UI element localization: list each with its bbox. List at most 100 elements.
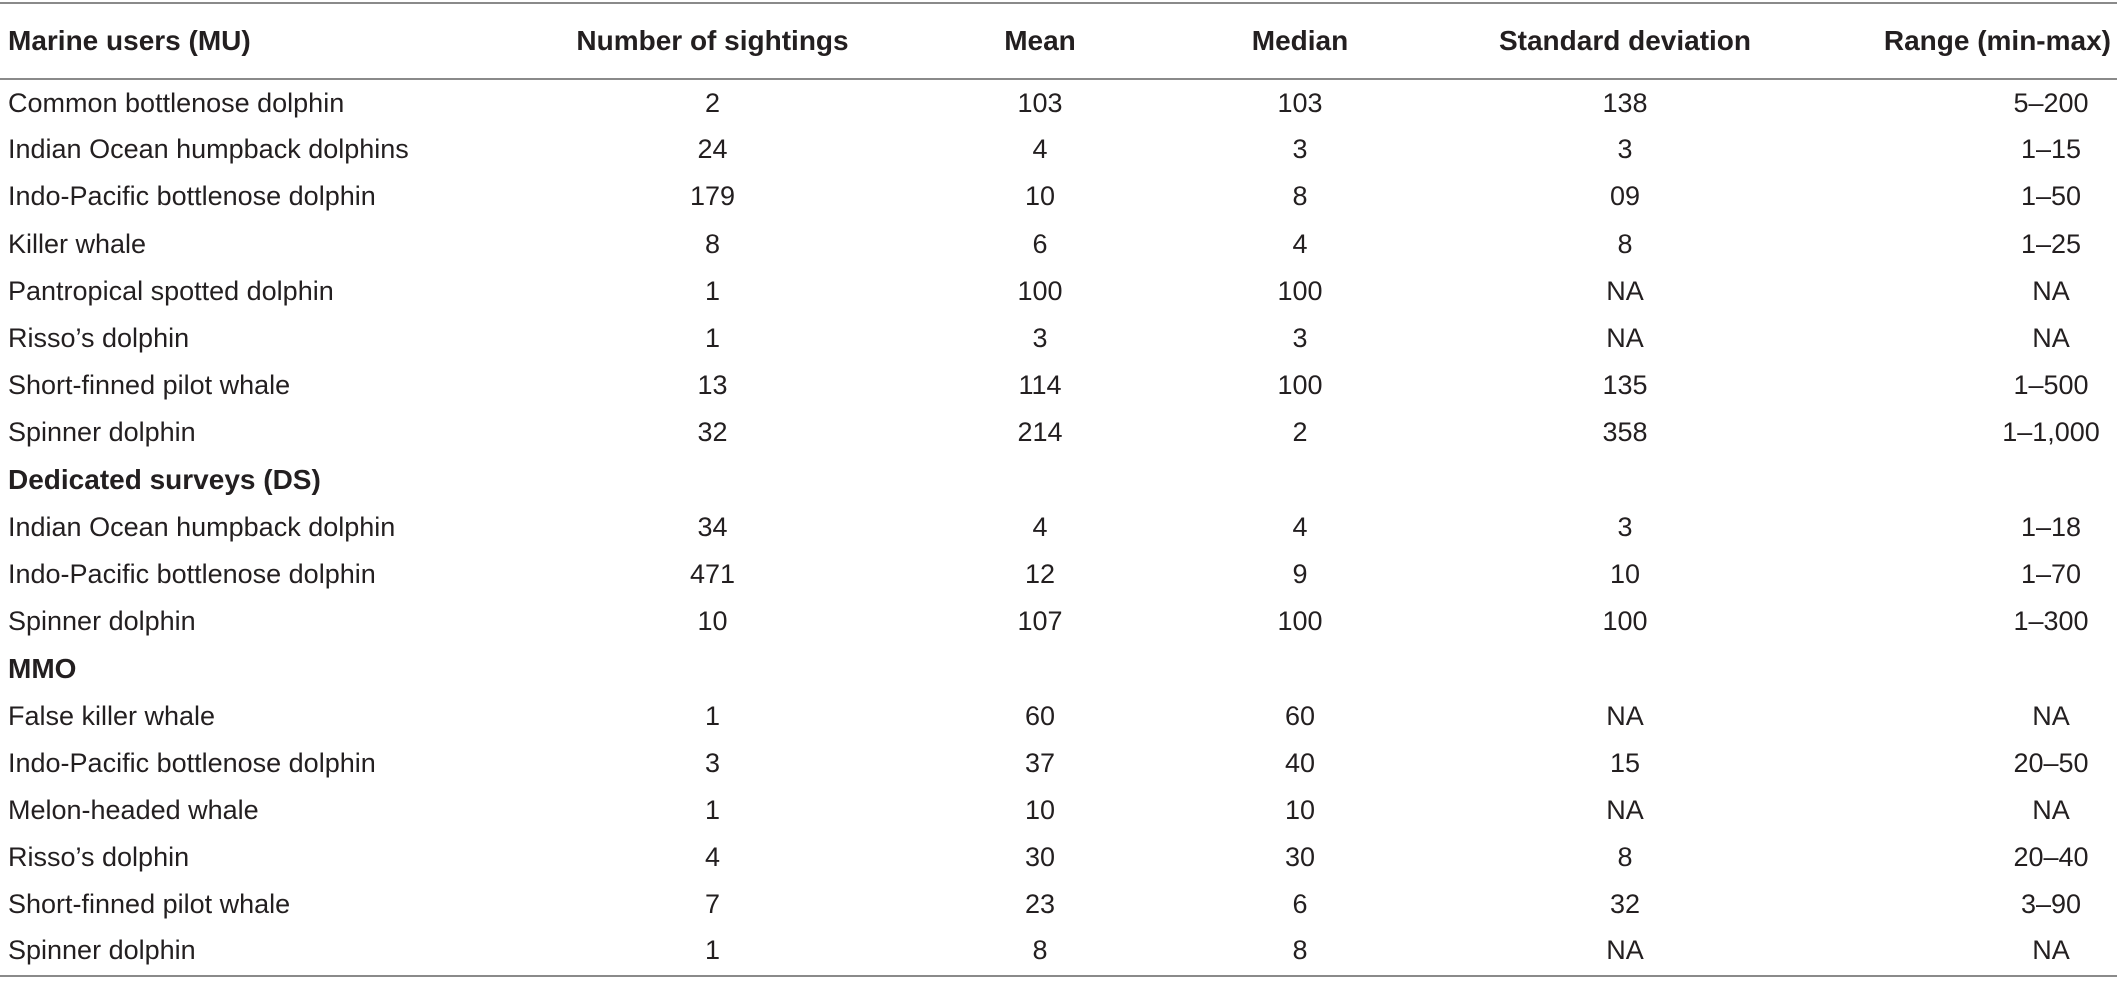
- cell-number-of-sightings: 1: [704, 323, 721, 354]
- table-row: Indo-Pacific bottlenose dolphin 471 12 9 10 1…: [0, 551, 2117, 598]
- table-row: Short-finned pilot whale 7 23 6 32 3–90: [0, 881, 2117, 928]
- column-header-standard-deviation: Standard deviation: [1425, 2, 1825, 80]
- cell-mean: 107: [1017, 606, 1063, 637]
- cell-range: 1–18: [2020, 511, 2082, 542]
- cell-range: NA: [2032, 275, 2070, 306]
- header-row: Marine users (MU) Number of sightings Me…: [0, 2, 2117, 80]
- cell-mean: 12: [1024, 558, 1056, 589]
- table-row: Risso’s dolphin 1 3 3 NA NA: [0, 315, 2117, 362]
- cell-range: 1–50: [2020, 181, 2082, 212]
- cell-species-name: Spinner dolphin: [0, 928, 520, 977]
- column-header-median: Median: [1175, 2, 1425, 80]
- table-row: Indo-Pacific bottlenose dolphin 3 37 40 15 20…: [0, 740, 2117, 787]
- cell-standard-deviation: 32: [1609, 889, 1641, 920]
- cell-standard-deviation: 8: [1617, 228, 1633, 259]
- table-header: Marine users (MU) Number of sightings Me…: [0, 2, 2117, 80]
- cell-median: 103: [1277, 87, 1323, 118]
- cell-range: 5–200: [2013, 87, 2089, 118]
- table-row: Spinner dolphin 10 107 100 100 1–300: [0, 598, 2117, 645]
- cell-mean: 103: [1017, 87, 1063, 118]
- table-row: Common bottlenose dolphin 2 103 103 138 5–200: [0, 79, 2117, 126]
- cell-species-name: Indo-Pacific bottlenose dolphin: [8, 747, 376, 778]
- cell-range: NA: [2032, 323, 2070, 354]
- cell-median: 2: [1292, 417, 1308, 448]
- cell-standard-deviation: 3: [1617, 134, 1633, 165]
- cell-range: 1–70: [2020, 558, 2082, 589]
- cell-standard-deviation: 09: [1609, 181, 1641, 212]
- cell-range: NA: [1825, 928, 2117, 977]
- cell-species-name: Common bottlenose dolphin: [8, 87, 345, 118]
- cell-mean: 6: [1032, 228, 1048, 259]
- cell-mean: 4: [1032, 134, 1048, 165]
- cell-median: 30: [1284, 842, 1316, 873]
- cell-number-of-sightings: 3: [704, 747, 721, 778]
- cell-number-of-sightings: 7: [704, 889, 721, 920]
- section-label: Dedicated surveys (DS): [8, 464, 321, 496]
- section-label: MMO: [8, 652, 77, 684]
- cell-species-name: Indian Ocean humpback dolphin: [8, 511, 396, 542]
- cell-standard-deviation: 3: [1617, 511, 1633, 542]
- cell-range: 3–90: [2020, 889, 2082, 920]
- table-row: Indian Ocean humpback dolphin 34 4 4 3 1–18: [0, 504, 2117, 551]
- cell-number-of-sightings: 1: [704, 794, 721, 825]
- table-row: Short-finned pilot whale 13 114 100 135 1–500: [0, 362, 2117, 409]
- cell-species-name: Indian Ocean humpback dolphins: [8, 134, 409, 165]
- cell-species-name: Pantropical spotted dolphin: [8, 275, 334, 306]
- table-row: Spinner dolphin 32 214 2 358 1–1,000: [0, 409, 2117, 456]
- cell-range: NA: [2032, 700, 2070, 731]
- cell-number-of-sightings: 10: [697, 606, 728, 637]
- cell-number-of-sightings: 24: [697, 134, 728, 165]
- cell-species-name: Indo-Pacific bottlenose dolphin: [8, 558, 376, 589]
- cell-range: NA: [2032, 794, 2070, 825]
- cell-median: 10: [1284, 794, 1316, 825]
- cell-median: 9: [1292, 558, 1308, 589]
- cell-median: 100: [1277, 275, 1323, 306]
- cell-mean: 23: [1024, 889, 1056, 920]
- group-size-table: Marine users (MU) Number of sightings Me…: [0, 2, 2117, 977]
- table-row: Indian Ocean humpback dolphins 24 4 3 3 1–15: [0, 126, 2117, 173]
- column-header-range: Range (min-max): [1825, 2, 2117, 80]
- cell-standard-deviation: 138: [1602, 87, 1648, 118]
- cell-number-of-sightings: 179: [689, 181, 736, 212]
- cell-standard-deviation: 8: [1617, 842, 1633, 873]
- cell-number-of-sightings: 1: [520, 928, 905, 977]
- cell-species-name: Spinner dolphin: [8, 606, 196, 637]
- cell-median: 100: [1277, 606, 1323, 637]
- cell-species-name: Killer whale: [8, 228, 147, 259]
- cell-range: 1–25: [2020, 228, 2082, 259]
- cell-species-name: Risso’s dolphin: [8, 842, 190, 873]
- cell-standard-deviation: NA: [1606, 700, 1644, 731]
- cell-standard-deviation: NA: [1606, 794, 1644, 825]
- cell-number-of-sightings: 1: [704, 700, 721, 731]
- cell-standard-deviation: 15: [1609, 747, 1641, 778]
- cell-standard-deviation: NA: [1606, 275, 1644, 306]
- table-body: Common bottlenose dolphin 2 103 103 138 5–200…: [0, 79, 2117, 977]
- cell-range: 20–50: [2013, 747, 2089, 778]
- cell-mean: 37: [1024, 747, 1056, 778]
- cell-range: 1–300: [2013, 606, 2089, 637]
- column-header-marine-users: Marine users (MU): [0, 2, 520, 80]
- cell-mean: 100: [1017, 275, 1063, 306]
- cell-standard-deviation: 10: [1609, 558, 1641, 589]
- cell-mean: 214: [1017, 417, 1063, 448]
- cell-median: 8: [1292, 181, 1308, 212]
- cell-mean: 60: [1024, 700, 1056, 731]
- cell-standard-deviation: NA: [1425, 928, 1825, 977]
- cell-species-name: Short-finned pilot whale: [8, 370, 291, 401]
- cell-mean: 114: [1018, 370, 1062, 401]
- cell-range: 1–15: [2020, 134, 2082, 165]
- cell-median: 6: [1292, 889, 1308, 920]
- cell-number-of-sightings: 471: [689, 558, 736, 589]
- cell-number-of-sightings: 8: [704, 228, 721, 259]
- column-header-mean: Mean: [905, 2, 1175, 80]
- cell-standard-deviation: 100: [1602, 606, 1648, 637]
- cell-species-name: False killer whale: [8, 700, 216, 731]
- table-row: Killer whale 8 6 4 8 1–25: [0, 221, 2117, 268]
- cell-mean: 4: [1032, 511, 1048, 542]
- cell-number-of-sightings: 2: [704, 87, 721, 118]
- cell-species-name: Spinner dolphin: [8, 417, 196, 448]
- cell-standard-deviation: NA: [1606, 323, 1644, 354]
- cell-species-name: Short-finned pilot whale: [8, 889, 291, 920]
- cell-median: 4: [1292, 511, 1308, 542]
- cell-median: 100: [1277, 370, 1323, 401]
